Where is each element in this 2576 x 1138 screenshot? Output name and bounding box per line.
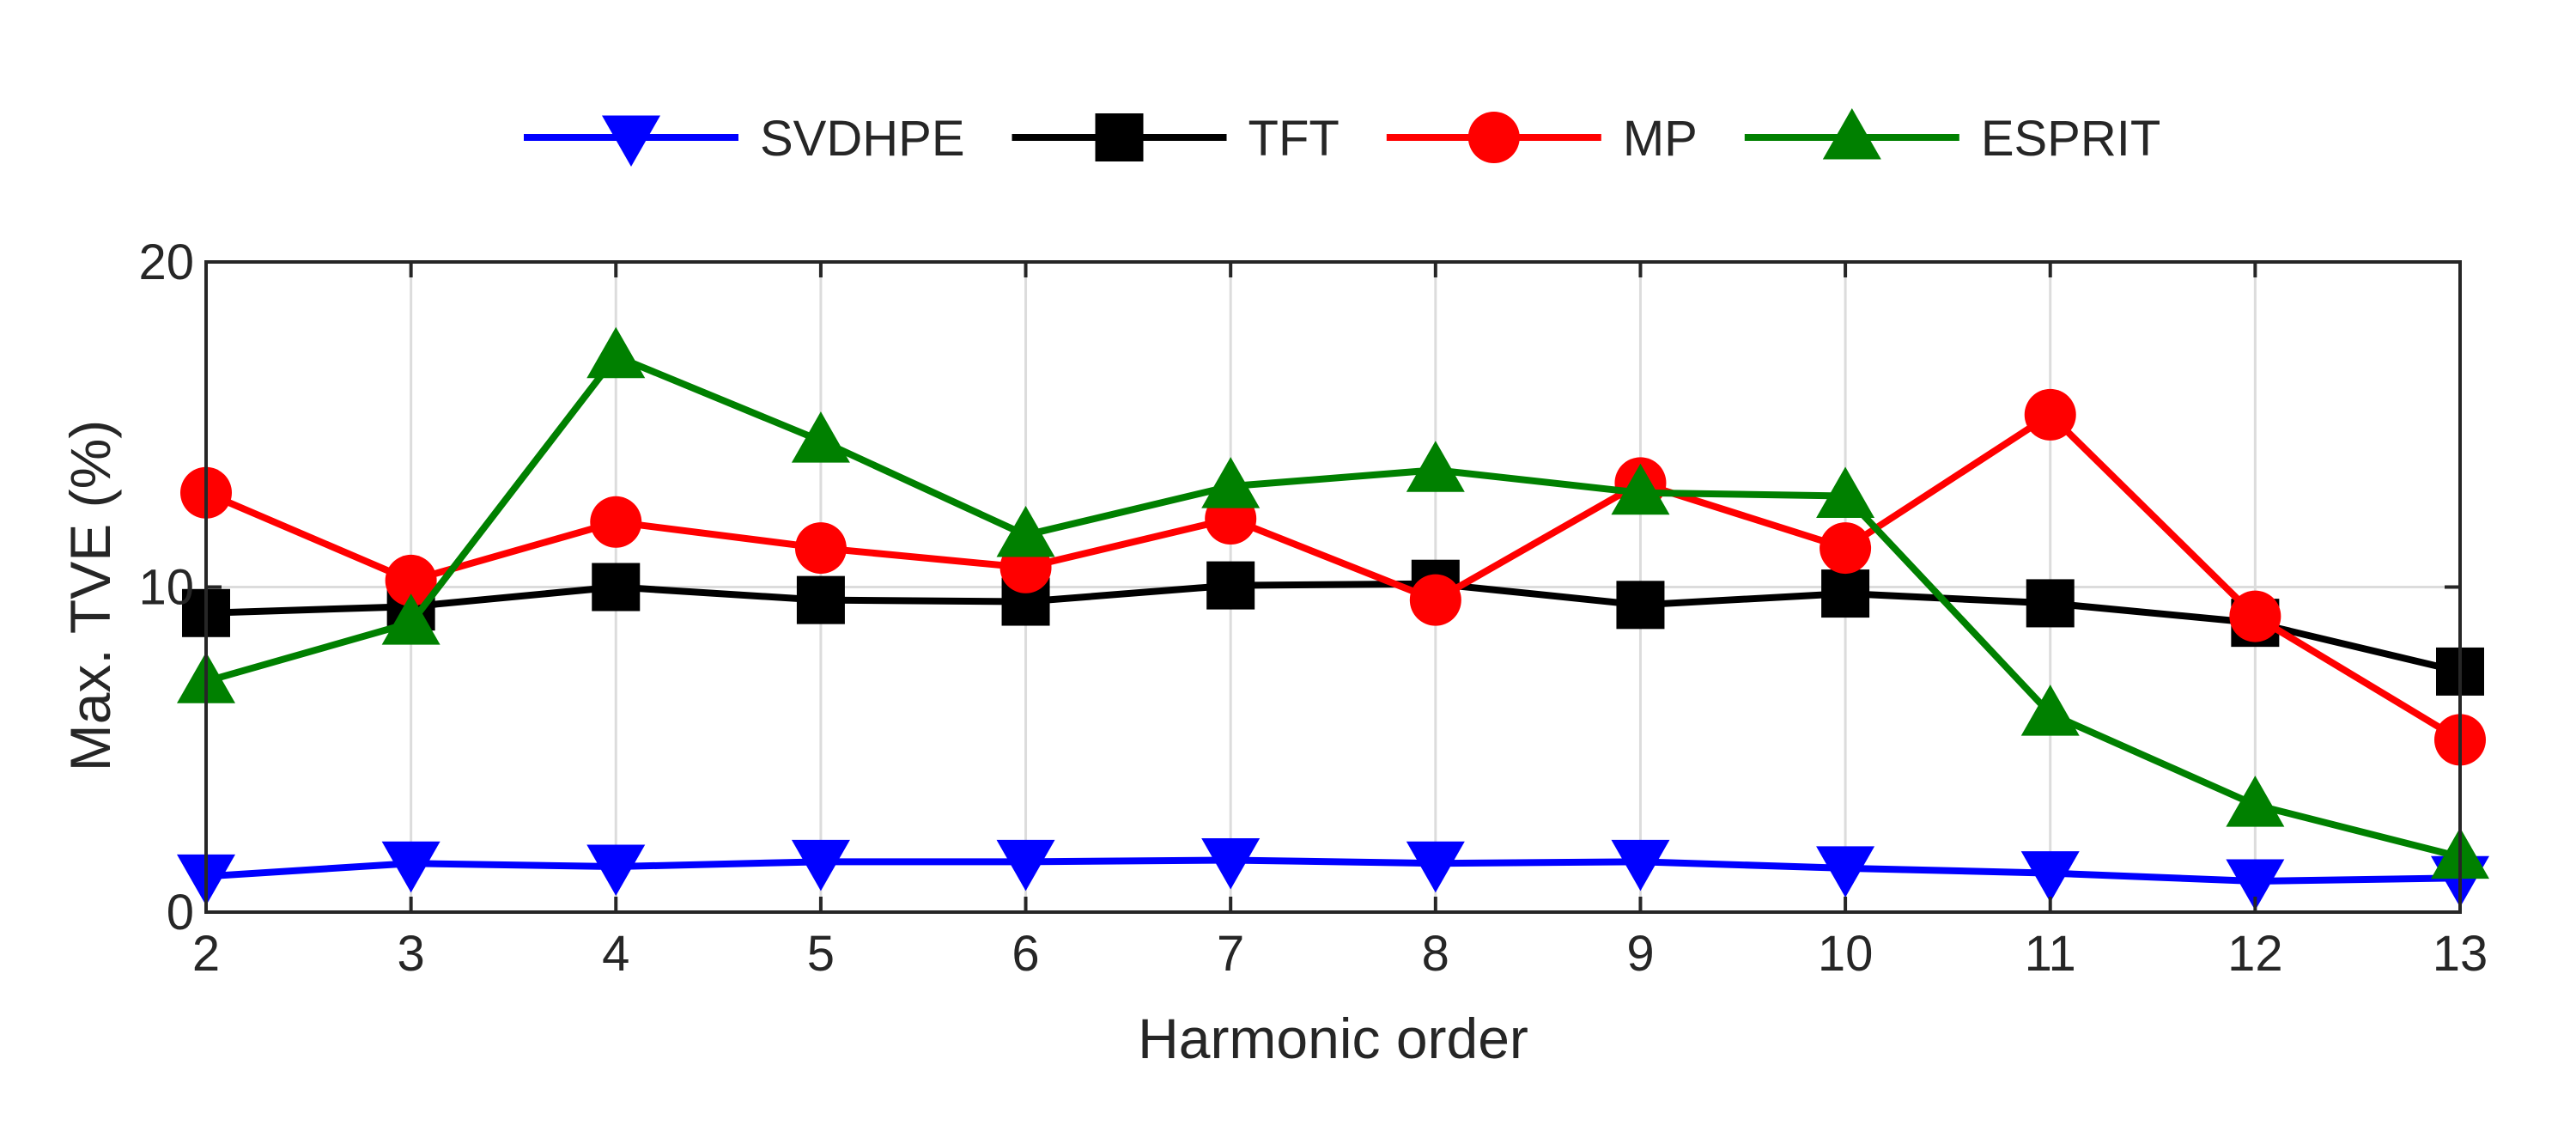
legend-swatch-marker [602, 115, 660, 167]
data-point-mp [385, 554, 437, 606]
data-point-tft [2026, 579, 2075, 628]
data-point-mp [1820, 522, 1872, 575]
x-tick-label: 12 [2227, 926, 2283, 982]
data-point-esprit [791, 411, 850, 463]
x-tick-label: 2 [192, 926, 220, 982]
data-point-tft [1206, 561, 1255, 610]
data-point-esprit [586, 326, 646, 379]
data-point-svdhpe [1406, 841, 1465, 893]
data-point-tft [796, 575, 845, 624]
legend-label: TFT [1249, 111, 1340, 167]
legend-item-tft: TFT [1012, 111, 1340, 167]
legend-item-svdhpe: SVDHPE [524, 111, 965, 167]
x-tick-label: 9 [1626, 926, 1654, 982]
legend-swatch-marker [1467, 112, 1520, 163]
data-point-mp [2229, 590, 2281, 642]
data-point-svdhpe [2226, 859, 2285, 911]
data-point-esprit [2020, 685, 2080, 736]
x-tick-label: 8 [1422, 926, 1449, 982]
x-tick-label: 13 [2433, 926, 2488, 982]
series-layer [177, 326, 2489, 911]
legend-item-esprit: ESPRIT [1744, 108, 2161, 167]
data-point-esprit [1201, 457, 1261, 508]
series-line-mp [204, 411, 2463, 743]
legend-label: SVDHPE [760, 111, 965, 167]
legend-item-mp: MP [1386, 111, 1698, 167]
data-point-esprit [1816, 466, 1875, 519]
x-tick-label: 7 [1217, 926, 1244, 982]
y-axis-label: Max. TVE (%) [58, 420, 122, 772]
data-point-mp [590, 496, 642, 548]
data-point-svdhpe [996, 839, 1055, 892]
legend-swatch-marker [1822, 108, 1881, 160]
x-tick-label: 10 [1818, 926, 1874, 982]
x-tick-label: 11 [2025, 926, 2076, 982]
data-point-svdhpe [1816, 846, 1875, 898]
series-svdhpe [177, 837, 2489, 911]
data-point-svdhpe [1201, 837, 1261, 890]
data-point-svdhpe [1611, 839, 1670, 892]
y-tick-label: 0 [167, 885, 194, 940]
data-point-esprit [381, 593, 440, 645]
x-tick-label: 4 [602, 926, 629, 982]
data-point-tft [1616, 581, 1665, 630]
data-point-esprit [1406, 441, 1465, 492]
legend-swatch-marker [1095, 113, 1144, 161]
data-point-esprit [2226, 776, 2285, 827]
legend: SVDHPE TFT MP ESPRIT [524, 108, 2160, 167]
data-point-svdhpe [586, 844, 646, 897]
data-point-mp [1409, 574, 1461, 626]
axis-ticks: 2 3 4 5 6 7 8 9 10 11 12 13 0 10 20 [138, 234, 2488, 982]
series-esprit [177, 326, 2489, 879]
data-point-svdhpe [791, 839, 850, 892]
data-point-tft [592, 563, 641, 612]
data-point-mp [794, 522, 847, 575]
legend-label: MP [1623, 111, 1698, 167]
series-line-esprit [204, 352, 2461, 861]
series-line-tft [205, 580, 2461, 675]
data-point-tft [1821, 569, 1870, 618]
data-point-esprit [996, 505, 1055, 557]
data-point-svdhpe [381, 841, 440, 893]
x-tick-label: 5 [807, 926, 835, 982]
data-point-mp [2024, 388, 2076, 441]
x-axis-label: Harmonic order [1138, 1007, 1528, 1070]
series-line-svdhpe [205, 856, 2461, 885]
y-tick-label: 20 [138, 234, 194, 290]
x-tick-label: 3 [398, 926, 425, 982]
y-tick-label: 10 [138, 560, 194, 616]
series-tft [182, 559, 2484, 696]
data-point-svdhpe [2020, 851, 2080, 903]
legend-label: ESPRIT [1981, 111, 2161, 167]
series-mp [180, 388, 2486, 766]
data-point-esprit [1611, 463, 1670, 515]
x-tick-label: 6 [1012, 926, 1039, 982]
